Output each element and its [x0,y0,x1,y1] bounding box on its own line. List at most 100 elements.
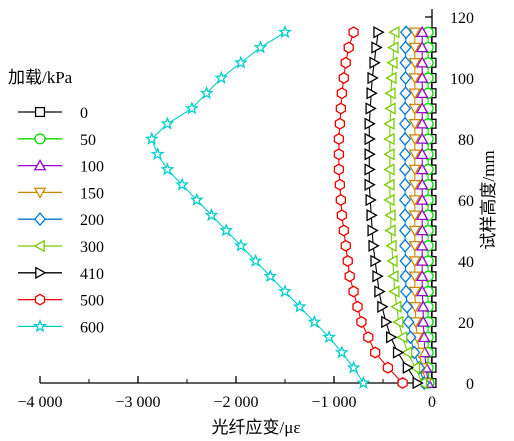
data-point [204,207,219,222]
data-point [199,85,214,100]
data-point [233,238,248,252]
data-point [383,147,395,161]
data-point [397,377,408,389]
data-point [340,239,351,252]
series-500 [333,26,408,389]
data-point [399,40,412,55]
x-axis-ticks: −4 000 −3 000 −2 000 −1 000 0 [17,376,436,411]
data-point [408,149,422,161]
data-point [398,208,412,223]
data-point [399,254,412,268]
data-point [398,193,412,207]
data-point [415,223,429,236]
data-point [400,299,414,314]
data-point [408,73,422,85]
y-axis-label: 试样高度/mm [479,150,498,249]
data-point [398,147,412,162]
data-point [374,285,386,298]
data-point [387,269,399,283]
legend-title: 加载/kPa [8,68,73,87]
data-point [334,117,346,130]
legend-item: 200 [18,212,104,229]
series-100 [415,25,435,388]
data-point [322,329,337,344]
data-point [346,360,361,374]
x-tick-label: 0 [428,394,436,411]
data-point [408,286,422,299]
data-point [386,254,398,268]
data-point [344,270,355,283]
legend-item: 100 [18,159,104,176]
data-point [340,56,351,69]
y-tick-label: 60 [458,193,474,210]
legend-label: 150 [80,185,104,202]
data-point [417,330,431,343]
data-point [408,271,422,283]
data-point [416,315,430,327]
series-line [414,32,427,384]
data-point [335,102,347,115]
data-point [402,315,415,329]
data-point [348,26,359,39]
data-point [408,210,422,222]
legend-item: 410 [18,266,104,283]
data-point [160,116,175,130]
data-point [150,146,165,161]
data-point [388,25,400,39]
data-point [392,346,405,359]
data-point [384,208,396,222]
x-tick-label: −1 000 [311,394,356,411]
series-300 [383,25,428,390]
legend-label: 600 [80,319,104,336]
y-tick-label: 20 [458,315,474,332]
data-point [408,164,422,177]
data-point [365,102,377,115]
data-point [415,178,429,190]
legend-marker [33,212,47,227]
data-point [278,24,292,39]
data-point [385,71,397,85]
data-point [219,223,234,237]
data-point [386,330,398,344]
legend-marker [34,293,46,306]
data-point [189,192,204,206]
data-point [408,225,422,238]
legend-label: 100 [80,159,104,176]
data-point [338,72,349,84]
data-point [356,375,371,389]
data-point [364,178,376,192]
data-point [402,361,415,375]
data-point [415,40,429,53]
data-point [365,193,377,207]
data-point [415,56,429,68]
data-point [415,269,429,282]
legend-marker [33,187,47,199]
data-point [415,162,429,175]
data-point [398,223,412,238]
data-point [377,300,389,314]
data-point [408,240,422,253]
legend-item: 0 [18,105,88,122]
data-point [398,162,412,177]
x-tick-label: −3 000 [115,394,160,411]
legend-marker [33,319,47,333]
data-point [335,194,347,206]
data-point [415,208,429,221]
data-point [385,239,397,253]
y-tick-label: 100 [450,71,474,88]
legend-marker [34,106,46,118]
data-point [371,41,383,54]
legend-item: 150 [18,185,104,202]
data-point [144,131,159,145]
data-point [333,163,345,176]
data-point [348,285,359,298]
data-point [352,300,363,313]
data-point [366,208,378,222]
data-point [415,117,429,129]
data-point [408,361,421,375]
x-axis-label: 光纤应变/με [212,418,301,437]
data-point [333,148,345,161]
data-point [233,55,248,69]
data-point [175,177,190,191]
